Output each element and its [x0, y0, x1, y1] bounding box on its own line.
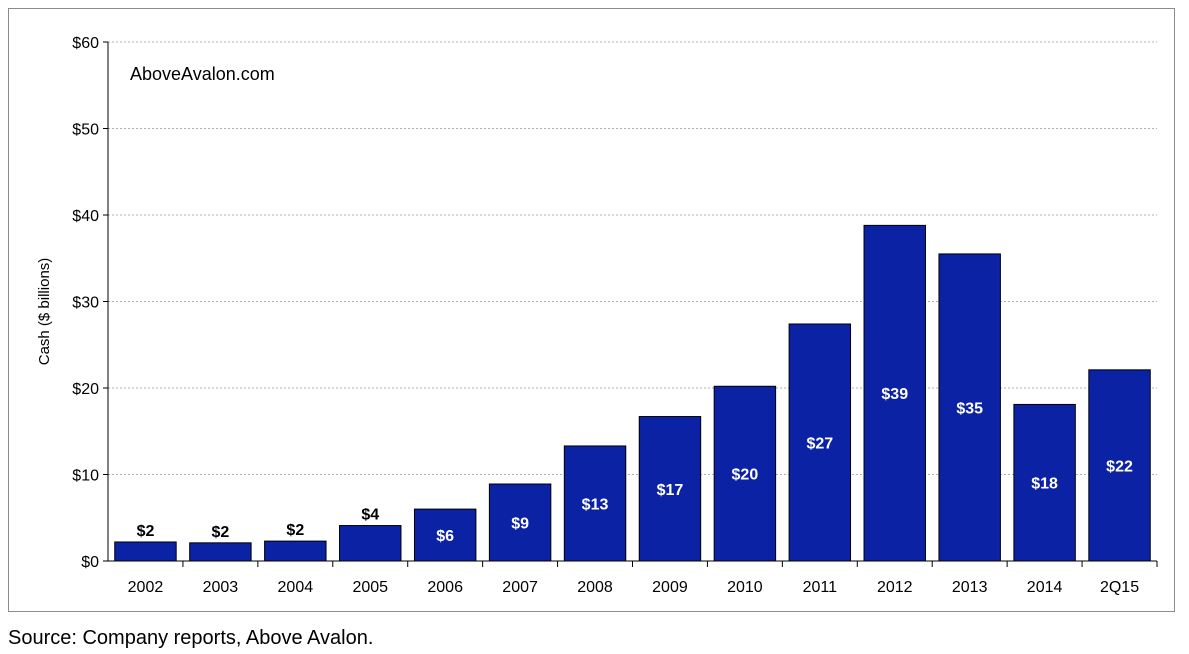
- bar-data-label: $4: [361, 507, 379, 524]
- bar-2003: [189, 542, 252, 562]
- bars: [114, 224, 1151, 562]
- bar-labels: $2 $2 $2 $4 $6 $9 $13 $17 $20 $27 $39 $35 $18 $22: [137, 386, 1133, 545]
- y-axis-ticks: $0 $10 $20 $30 $40 $50 $60: [72, 35, 108, 571]
- x-tick-label: 2002: [128, 579, 164, 596]
- y-tick-label: $60: [72, 35, 99, 52]
- x-tick-label: 2003: [203, 579, 239, 596]
- bar-data-label: $2: [286, 522, 304, 539]
- x-axis-ticks: 2002 2003 2004 2005 2006 2007 2008 2009 2010 2011…: [128, 561, 1158, 596]
- bar-data-label: $35: [956, 400, 983, 417]
- bar-2014: [1013, 403, 1076, 562]
- source-note: Source: Company reports, Above Avalon.: [8, 627, 374, 649]
- x-tick-label: 2005: [352, 579, 388, 596]
- y-tick-label: $0: [81, 554, 99, 571]
- y-tick-label: $30: [72, 295, 99, 312]
- bar-2002: [114, 541, 177, 562]
- bar-data-label: $39: [881, 386, 908, 403]
- bar-2012: [863, 224, 926, 562]
- x-tick-label: 2007: [502, 579, 538, 596]
- bar-data-label: $6: [436, 528, 454, 545]
- y-axis-title: Cash ($ billions): [36, 258, 53, 366]
- y-tick-label: $20: [72, 381, 99, 398]
- x-tick-label: 2012: [877, 579, 913, 596]
- x-tick-label: 2Q15: [1100, 579, 1139, 596]
- x-tick-label: 2006: [427, 579, 463, 596]
- bar-2005: [339, 525, 402, 562]
- bar-data-label: $22: [1106, 458, 1133, 475]
- y-tick-label: $40: [72, 208, 99, 225]
- gridlines: [108, 41, 1157, 475]
- bar-2q15: [1088, 369, 1151, 562]
- x-tick-label: 2009: [652, 579, 688, 596]
- x-tick-label: 2004: [278, 579, 314, 596]
- watermark-text: AboveAvalon.com: [130, 64, 275, 84]
- x-tick-label: 2008: [577, 579, 613, 596]
- x-tick-label: 2011: [803, 579, 838, 596]
- bar-2004: [264, 540, 327, 562]
- bar-data-label: $20: [732, 467, 759, 484]
- chart-frame: $0 $10 $20 $30 $40 $50 $60 $2 $2 $2 $4 $6 $9 $13 $17 $…: [8, 8, 1175, 612]
- x-tick-label: 2013: [952, 579, 988, 596]
- bar-data-label: $18: [1031, 476, 1058, 493]
- bar-data-label: $2: [211, 524, 229, 541]
- x-tick-label: 2010: [727, 579, 763, 596]
- bar-2011: [788, 323, 852, 562]
- bar-data-label: $27: [806, 435, 833, 452]
- bar-data-label: $13: [582, 496, 609, 513]
- bar-data-label: $9: [511, 516, 529, 533]
- y-tick-label: $50: [72, 122, 99, 139]
- bar-chart: $0$10$20$30$40$50$60 $2 $2 $2$4$6$9$13$17$…: [36, 35, 1158, 596]
- bar-data-label: $2: [137, 523, 155, 540]
- bar-data-label: $17: [657, 482, 684, 499]
- bar-2006: [413, 508, 477, 562]
- x-tick-label: 2014: [1027, 579, 1063, 596]
- bar-2013: [938, 253, 1001, 562]
- y-tick-label: $10: [72, 468, 99, 485]
